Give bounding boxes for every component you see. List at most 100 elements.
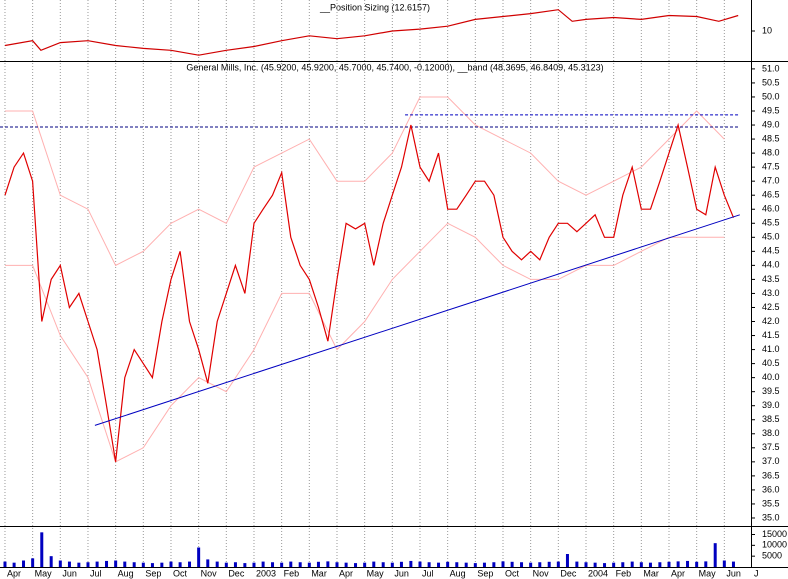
x-tick-label: Mar bbox=[643, 568, 659, 578]
volume-bar bbox=[455, 562, 459, 567]
volume-bar bbox=[40, 532, 44, 567]
x-tick-label: Apr bbox=[671, 568, 685, 578]
volume-bar bbox=[344, 562, 348, 567]
volume-bar bbox=[492, 562, 496, 567]
y-tick-label: 42.0 bbox=[762, 316, 780, 326]
band-upper bbox=[5, 96, 725, 267]
y-tick-label: 10000 bbox=[762, 540, 787, 550]
volume-bar bbox=[178, 562, 182, 567]
y-tick-label: 43.0 bbox=[762, 288, 780, 298]
volume-bar bbox=[298, 562, 302, 567]
volume-bar bbox=[169, 561, 173, 567]
x-tick-label: Feb bbox=[284, 568, 300, 578]
volume-bar bbox=[529, 562, 533, 567]
y-tick-label: 49.5 bbox=[762, 105, 780, 115]
price-line bbox=[4, 9, 739, 56]
y-tick-label: 10 bbox=[762, 25, 772, 35]
x-tick-label: Dec bbox=[560, 568, 577, 578]
x-tick-label: Oct bbox=[505, 568, 520, 578]
x-tick-label: Jul bbox=[90, 568, 102, 578]
y-tick-label: 35.0 bbox=[762, 512, 780, 522]
volume-bar bbox=[22, 560, 26, 567]
volume-bar bbox=[556, 561, 560, 567]
y-tick-label: 40.0 bbox=[762, 372, 780, 382]
volume-bar bbox=[464, 562, 468, 567]
volume-bar bbox=[538, 562, 542, 567]
y-tick-label: 48.5 bbox=[762, 133, 780, 143]
volume-bar bbox=[280, 562, 284, 567]
y-tick-label: 46.0 bbox=[762, 204, 780, 214]
volume-bar bbox=[593, 562, 597, 567]
volume-bar bbox=[427, 562, 431, 567]
y-tick-label: 36.5 bbox=[762, 470, 780, 480]
x-tick-label: Nov bbox=[201, 568, 218, 578]
y-tick-label: 35.5 bbox=[762, 498, 780, 508]
x-tick-label: Mar bbox=[311, 568, 327, 578]
y-tick-label: 38.5 bbox=[762, 414, 780, 424]
y-tick-label: 51.0 bbox=[762, 63, 780, 73]
x-tick-label: Aug bbox=[450, 568, 466, 578]
volume-bar bbox=[418, 561, 422, 567]
volume-bar bbox=[132, 562, 136, 567]
y-tick-label: 43.5 bbox=[762, 274, 780, 284]
volume-bar bbox=[123, 561, 127, 567]
volume-bar bbox=[77, 562, 81, 567]
volume-bar bbox=[224, 562, 228, 567]
volume-bar bbox=[584, 562, 588, 567]
x-tick-label: Apr bbox=[7, 568, 21, 578]
volume-bar bbox=[316, 561, 320, 567]
volume-bar bbox=[206, 559, 210, 567]
y-tick-label: 41.0 bbox=[762, 344, 780, 354]
x-tick-label: 2003 bbox=[256, 568, 276, 578]
x-tick-label: J bbox=[754, 568, 759, 578]
trendline bbox=[94, 214, 740, 426]
y-tick-label: 44.5 bbox=[762, 246, 780, 256]
volume-bar bbox=[630, 561, 634, 567]
pane-title: __Position Sizing (12.6157) bbox=[319, 2, 430, 12]
volume-bar bbox=[648, 562, 652, 567]
volume-bar bbox=[473, 563, 477, 567]
volume-bar bbox=[639, 562, 643, 567]
volume-bar bbox=[686, 560, 690, 567]
volume-bar bbox=[381, 562, 385, 567]
volume-bar bbox=[105, 560, 109, 567]
volume-bar bbox=[446, 561, 450, 567]
volume-bar bbox=[31, 558, 35, 567]
volume-bar bbox=[437, 562, 441, 567]
y-tick-label: 38.0 bbox=[762, 428, 780, 438]
price-line bbox=[4, 122, 735, 462]
x-tick-label: Aug bbox=[118, 568, 134, 578]
y-tick-label: 37.5 bbox=[762, 442, 780, 452]
volume-bar bbox=[399, 561, 403, 567]
y-tick-label: 48.0 bbox=[762, 147, 780, 157]
y-tick-label: 47.5 bbox=[762, 162, 780, 172]
y-tick-label: 5000 bbox=[762, 551, 782, 561]
volume-bar bbox=[49, 556, 53, 567]
x-tick-label: Oct bbox=[173, 568, 188, 578]
volume-bar bbox=[114, 560, 118, 567]
x-tick-label: Jun bbox=[394, 568, 409, 578]
y-tick-label: 42.5 bbox=[762, 302, 780, 312]
volume-bar bbox=[390, 562, 394, 567]
volume-bar bbox=[12, 562, 16, 567]
x-tick-label: Sep bbox=[145, 568, 161, 578]
chart-title: General Mills, Inc. (45.9200, 45.9200, 4… bbox=[186, 62, 603, 72]
volume-bar bbox=[713, 543, 717, 567]
volume-bar bbox=[731, 561, 735, 567]
x-tick-label: Jul bbox=[422, 568, 434, 578]
y-tick-label: 50.0 bbox=[762, 91, 780, 101]
volume-bar bbox=[363, 562, 367, 567]
x-tick-label: Jun bbox=[62, 568, 77, 578]
volume-bar bbox=[86, 562, 90, 567]
y-tick-label: 39.0 bbox=[762, 400, 780, 410]
volume-bar bbox=[658, 562, 662, 567]
y-tick-label: 45.5 bbox=[762, 218, 780, 228]
volume-bar bbox=[261, 561, 265, 567]
volume-bar bbox=[141, 562, 145, 567]
volume-bar bbox=[335, 562, 339, 567]
x-tick-label: Nov bbox=[533, 568, 550, 578]
x-tick-label: Dec bbox=[228, 568, 245, 578]
y-tick-label: 36.0 bbox=[762, 484, 780, 494]
volume-bar bbox=[58, 560, 62, 567]
